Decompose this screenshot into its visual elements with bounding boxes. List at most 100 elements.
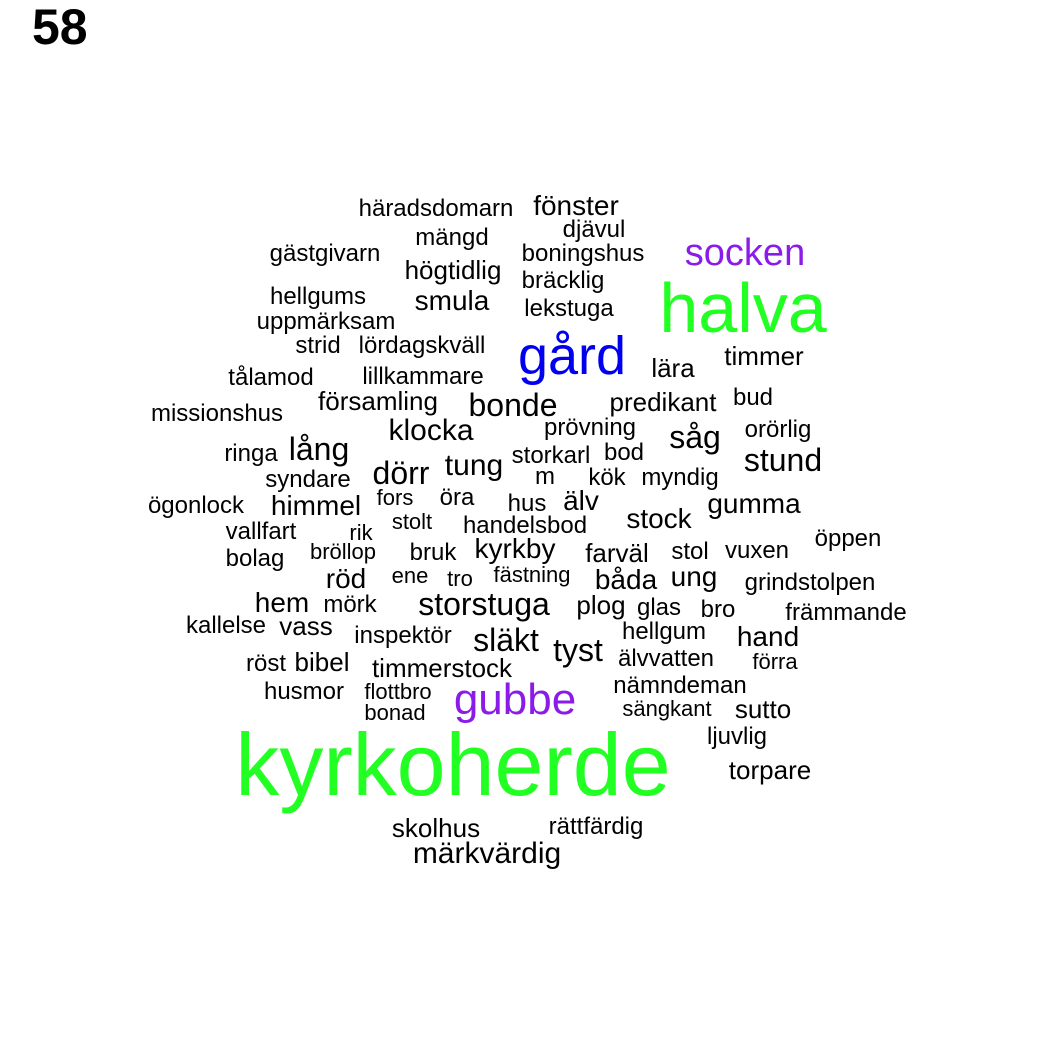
word-83: tyst: [553, 632, 603, 668]
word-3: socken: [684, 232, 806, 274]
word-23: församling: [318, 386, 438, 416]
word-54: stock: [626, 503, 692, 534]
word-69: grindstolpen: [744, 569, 876, 596]
word-71: mörk: [323, 591, 377, 618]
word-35: bod: [603, 439, 645, 466]
word-65: tro: [447, 566, 473, 591]
word-98: rättfärdig: [548, 813, 644, 840]
word-99: märkvärdig: [412, 837, 562, 870]
word-5: häradsdomarn: [358, 195, 514, 222]
word-72: storstuga: [418, 586, 550, 622]
word-94: sutto: [734, 694, 792, 724]
word-10: gästgivarn: [269, 240, 381, 267]
word-39: tung: [444, 449, 504, 482]
word-37: syndare: [265, 466, 351, 493]
word-29: prövning: [543, 414, 637, 441]
word-96: torpare: [728, 755, 812, 785]
word-88: förra: [752, 649, 798, 674]
word-40: m: [535, 463, 555, 490]
word-17: strid: [295, 332, 341, 359]
word-68: ung: [670, 561, 718, 592]
word-19: timmer: [724, 341, 804, 371]
word-84: röst: [245, 650, 287, 677]
word-33: lång: [288, 431, 350, 467]
word-79: inspektör: [354, 622, 452, 649]
word-34: storkarl: [511, 442, 591, 469]
word-2: gård: [517, 326, 627, 386]
word-73: plog: [576, 590, 626, 620]
word-8: mängd: [415, 224, 489, 251]
word-44: himmel: [270, 490, 362, 521]
page-number: 58: [32, 0, 88, 55]
word-56: bolag: [225, 545, 285, 572]
word-18: lördagskväll: [358, 332, 486, 359]
word-9: boningshus: [521, 240, 645, 267]
word-45: fors: [376, 485, 414, 510]
word-60: farväl: [585, 538, 649, 568]
word-41: kök: [588, 464, 626, 491]
word-90: flottbro: [364, 679, 432, 704]
word-53: handelsbod: [462, 512, 588, 539]
word-48: älv: [563, 485, 599, 516]
word-21: tålamod: [228, 364, 314, 391]
word-15: lekstuga: [524, 295, 614, 322]
word-6: fönster: [533, 190, 619, 221]
word-85: bibel: [294, 647, 350, 677]
word-27: missionshus: [150, 400, 284, 427]
word-91: nämndeman: [613, 672, 747, 699]
word-75: bro: [700, 596, 736, 623]
word-0: kyrkoherde: [235, 715, 671, 814]
word-92: bonad: [364, 700, 426, 725]
word-38: dörr: [372, 455, 430, 491]
word-52: stolt: [391, 509, 433, 534]
word-66: fästning: [493, 562, 571, 587]
word-50: vallfart: [225, 518, 297, 545]
word-70: hem: [254, 587, 310, 618]
word-13: hellgums: [269, 283, 367, 310]
word-7: djävul: [562, 216, 626, 243]
word-82: hand: [736, 621, 800, 652]
word-46: öra: [439, 484, 475, 511]
word-30: såg: [669, 419, 721, 455]
word-24: bonde: [468, 387, 558, 423]
word-86: timmerstock: [371, 653, 513, 683]
word-89: husmor: [263, 678, 345, 705]
word-67: båda: [594, 564, 658, 595]
word-1: halva: [659, 269, 827, 347]
word-77: kallelse: [185, 612, 267, 639]
word-31: orörlig: [744, 416, 812, 443]
word-87: älvvatten: [617, 645, 715, 672]
word-47: hus: [507, 490, 547, 517]
word-16: uppmärksam: [256, 308, 396, 335]
word-26: bud: [732, 384, 774, 411]
word-58: bruk: [409, 539, 457, 566]
word-28: klocka: [388, 414, 474, 447]
word-93: sängkant: [622, 696, 712, 721]
word-57: bröllop: [309, 539, 377, 564]
word-32: ringa: [224, 440, 278, 467]
word-76: främmande: [785, 599, 907, 626]
word-14: smula: [414, 285, 490, 316]
word-80: släkt: [473, 622, 539, 658]
word-64: ene: [391, 563, 429, 588]
word-61: stol: [671, 538, 709, 565]
word-55: öppen: [814, 525, 882, 552]
word-36: stund: [743, 442, 823, 478]
word-97: skolhus: [391, 813, 481, 843]
word-11: högtidlig: [404, 255, 502, 285]
word-62: vuxen: [724, 537, 790, 564]
word-63: röd: [325, 563, 367, 594]
word-4: gubbe: [453, 675, 577, 724]
word-51: rik: [349, 520, 373, 545]
word-12: bräcklig: [521, 267, 605, 294]
word-78: vass: [279, 611, 333, 641]
word-95: ljuvlig: [706, 723, 768, 750]
word-49: gumma: [707, 488, 801, 519]
word-43: ögonlock: [147, 492, 245, 519]
word-22: lillkammare: [362, 363, 484, 390]
word-59: kyrkby: [474, 533, 556, 564]
word-81: hellgum: [621, 618, 707, 645]
word-74: glas: [636, 594, 682, 621]
word-25: predikant: [609, 387, 717, 417]
